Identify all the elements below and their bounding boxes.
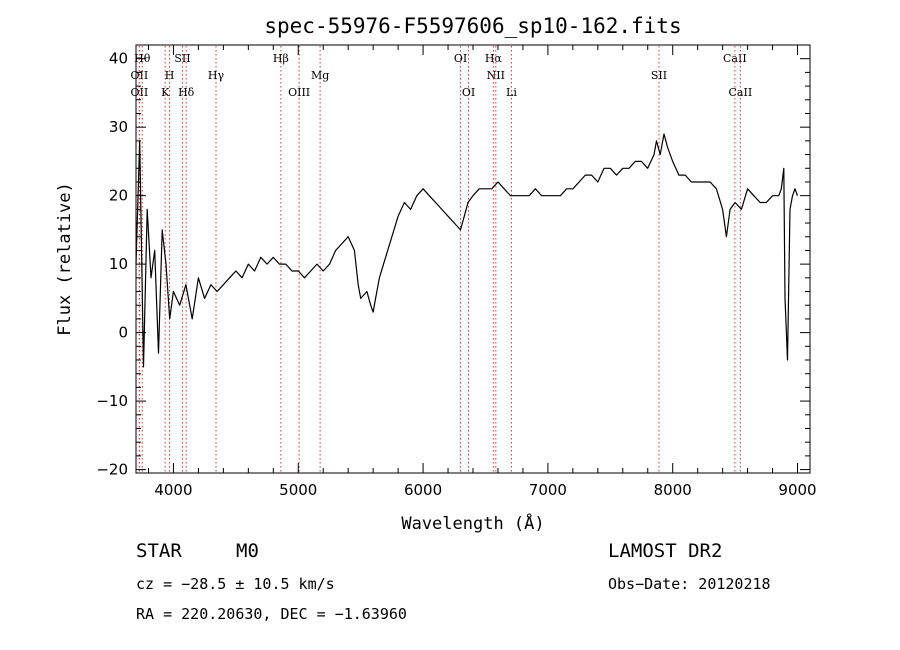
axis-ticks: 4000 5000 6000 7000 8000 9000 −20 −10 0 10 20 30 40: [96, 45, 817, 499]
object-subclass: M0: [236, 540, 259, 562]
y-tick-label-10: 10: [109, 255, 128, 273]
spectral-line-label-6: Hδ: [178, 86, 195, 99]
spectral-line-markers: OIIOIIHθKHSIIHδHγHβOIIIMgOIOIHαNIILiSIIC…: [131, 46, 753, 472]
spectral-line-label-10: Mg: [311, 69, 329, 82]
ra-dec-coordinates: RA = 220.20630, DEC = −1.63960: [136, 605, 407, 623]
x-axis-label: Wavelength (Å): [401, 512, 544, 534]
spectral-line-label-15: Li: [506, 86, 517, 99]
y-tick-label--10: −10: [96, 392, 128, 410]
spectral-line-label-3: K: [161, 86, 170, 99]
x-tick-label-6000: 6000: [404, 481, 442, 499]
spectral-line-label-18: CaII: [729, 86, 753, 99]
spectral-line-label-5: SII: [174, 52, 190, 65]
series-line-0: [135, 133, 799, 368]
spectral-line-label-1: OII: [131, 86, 149, 99]
spectral-line-label-16: SII: [651, 69, 667, 82]
x-tick-label-7000: 7000: [529, 481, 567, 499]
spectral-line-label-12: OI: [462, 86, 475, 99]
y-axis-label: Flux (relative): [55, 182, 75, 336]
spectral-line-label-17: CaII: [723, 52, 747, 65]
observation-date: Obs−Date: 20120218: [608, 575, 771, 593]
plot-frame: [135, 44, 811, 474]
flux-series: [135, 133, 799, 368]
y-tick-label--20: −20: [96, 461, 128, 479]
object-class: STAR: [136, 540, 182, 562]
spectral-line-label-14: NII: [487, 69, 505, 82]
spectral-line-label-9: OIII: [288, 86, 310, 99]
x-tick-label-9000: 9000: [778, 481, 816, 499]
y-tick-label-40: 40: [109, 50, 128, 68]
x-tick-label-4000: 4000: [154, 481, 192, 499]
spectral-line-label-7: Hγ: [208, 69, 225, 82]
x-tick-label-5000: 5000: [279, 481, 317, 499]
y-tick-label-0: 0: [118, 324, 128, 342]
spectral-line-label-13: Hα: [485, 52, 503, 65]
x-tick-label-8000: 8000: [654, 481, 692, 499]
redshift-cz: cz = −28.5 ± 10.5 km/s: [136, 575, 335, 593]
spectral-line-label-4: H: [165, 69, 175, 82]
spectral-line-label-8: Hβ: [273, 52, 289, 65]
y-tick-label-20: 20: [109, 187, 128, 205]
y-tick-label-30: 30: [109, 118, 128, 136]
survey-label: LAMOST DR2: [608, 540, 723, 562]
spectral-line-label-11: OI: [454, 52, 467, 65]
chart-title: spec-55976-F5597606_sp10-162.fits: [264, 14, 681, 38]
